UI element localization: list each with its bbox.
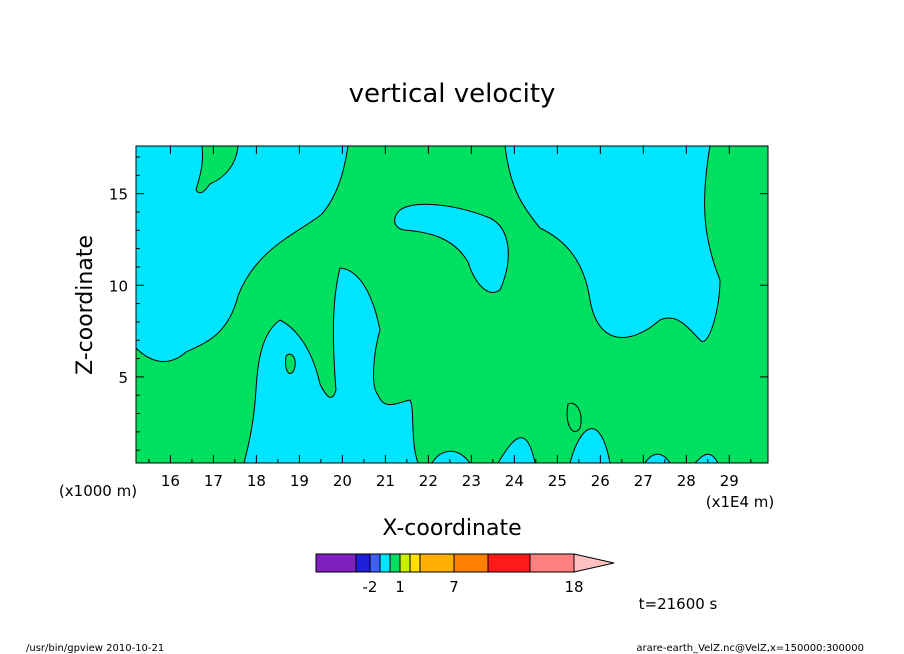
plot-frame [135, 145, 769, 464]
x-tick-label: 27 [634, 472, 653, 490]
velocity-contours [135, 145, 769, 464]
x-tick-label: 17 [204, 472, 223, 490]
x-tick-label: 21 [376, 472, 395, 490]
colorbar-segment [529, 553, 575, 573]
x-tick-label: 23 [462, 472, 481, 490]
colorbar-segment [399, 553, 411, 573]
small-cell-1 [285, 353, 296, 374]
small-cell-2 [566, 402, 582, 433]
x-axis-title: X-coordinate [382, 516, 521, 541]
y-tick-label: 15 [109, 186, 128, 204]
colorbar-segment [315, 553, 357, 573]
x-unit-label: (x1E4 m) [706, 493, 775, 511]
footer-left: /usr/bin/gpview 2010-10-21 [26, 643, 164, 654]
plot-area [135, 145, 769, 464]
y-unit-label: (x1000 m) [59, 482, 137, 500]
colorbar-segment [419, 553, 455, 573]
negative-velocity-pocket [394, 203, 509, 293]
x-tick-label: 22 [419, 472, 438, 490]
colorbar-segment [389, 553, 401, 573]
colorbar: -2 1 7 18 [315, 553, 615, 596]
x-tick-label: 28 [677, 472, 696, 490]
x-tick-label: 29 [720, 472, 739, 490]
colorbar-segment [487, 553, 531, 573]
colorbar-segment [369, 553, 381, 573]
footer-right: arare-earth_VelZ.nc@VelZ,x=150000:300000 [636, 643, 864, 654]
x-tick-label: 20 [333, 472, 352, 490]
colorbar-label: 7 [449, 578, 459, 596]
colorbar-label: -2 [363, 578, 378, 596]
colorbar-segment [355, 553, 371, 573]
x-tick-label: 18 [247, 472, 266, 490]
chart-title: vertical velocity [349, 79, 556, 109]
colorbar-segment [409, 553, 421, 573]
x-tick-label: 26 [591, 472, 610, 490]
colorbar-label: 18 [564, 578, 583, 596]
negative-velocity-top-left [195, 145, 239, 194]
x-tick-label: 24 [505, 472, 524, 490]
colorbar-label: 1 [395, 578, 405, 596]
colorbar-extend-arrow [573, 553, 615, 573]
colorbar-segment [453, 553, 489, 573]
colorbar-segment [379, 553, 391, 573]
time-label: t=21600 s [639, 595, 718, 613]
x-tick-label: 19 [290, 472, 309, 490]
y-axis: 5 10 15 [109, 156, 768, 451]
x-tick-label: 25 [548, 472, 567, 490]
y-tick-label: 10 [109, 277, 128, 295]
x-tick-label: 16 [161, 472, 180, 490]
y-axis-title: Z-coordinate [73, 235, 98, 375]
x-axis: 16 17 18 19 20 21 22 23 24 25 26 27 28 29 [148, 146, 752, 490]
y-tick-label: 5 [118, 369, 128, 387]
